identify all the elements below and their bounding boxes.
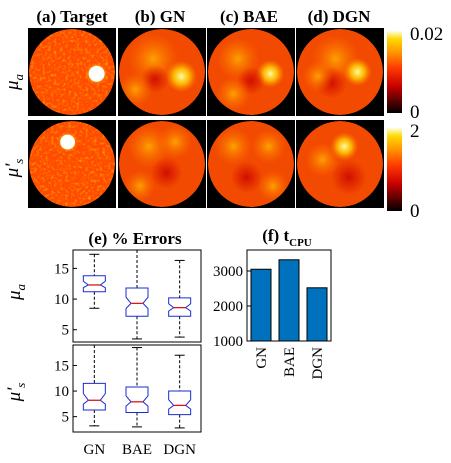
notched-box	[125, 287, 149, 317]
box-bae	[125, 347, 149, 428]
y-tick-label: 5	[62, 323, 70, 339]
notched-box	[168, 297, 192, 317]
errors-title: (e) % Errors	[88, 229, 182, 248]
box-dgn	[168, 259, 192, 338]
y-tick-label: 2000	[213, 299, 243, 315]
svg-text:μ's: μ's	[2, 159, 26, 179]
boxplot-mua-axes: 5 10 15	[54, 249, 202, 343]
svg-text:μa: μa	[2, 73, 26, 91]
x-tick-label: BAE	[282, 347, 298, 377]
notched-box	[168, 390, 192, 416]
image-cell-r2-c2	[118, 120, 206, 208]
panel-title-c: (c) BAE	[220, 7, 278, 26]
image-cell-r1-c4	[296, 28, 384, 116]
row-label-musp: μ's	[2, 159, 26, 179]
panel-title-d: (d) DGN	[308, 7, 372, 26]
x-tick-label: BAE	[122, 442, 152, 458]
x-tick-label: DGN	[163, 442, 196, 458]
bar-dgn	[306, 287, 328, 342]
svg-text:μa: μa	[4, 283, 28, 301]
notched-box	[125, 386, 149, 414]
boxplot-label-mua: μa	[4, 283, 28, 301]
y-tick-label: 3000	[213, 264, 243, 280]
notched-box	[82, 382, 106, 411]
x-tick-label: GN	[254, 347, 270, 369]
tcpu-title: (f) tCPU	[262, 226, 312, 249]
image-cell-r2-c1	[28, 120, 116, 208]
image-cell-r1-c1	[28, 28, 116, 116]
image-cell-r1-c3	[207, 28, 295, 116]
x-tick-label: GN	[83, 442, 105, 458]
colorbar-mua-max-label: 0.02	[410, 24, 443, 45]
y-tick-label: 10	[54, 292, 69, 308]
box-bae	[125, 249, 149, 340]
colorbar-mua-min-label: 0	[410, 102, 420, 123]
box-gn	[82, 253, 106, 309]
y-tick-label: 5	[62, 410, 70, 426]
y-tick-label: 10	[54, 384, 69, 400]
svg-text:μ's: μ's	[4, 383, 28, 403]
image-cell-r2-c4	[296, 120, 384, 208]
box-axes-frame	[72, 344, 202, 433]
reconstruction-image-grid	[28, 28, 384, 208]
box-dgn	[168, 354, 192, 429]
boxplot-label-musp: μ's	[4, 383, 28, 403]
bar-gn	[250, 268, 272, 342]
tcpu-bar-axes: 1000 2000 3000 GN BAE DGN	[213, 249, 332, 380]
x-tick-label: DGN	[310, 347, 326, 380]
colorbar-musp-min-label: 0	[410, 201, 420, 222]
colorbar-mua	[387, 31, 402, 113]
image-cell-r2-c3	[207, 120, 295, 208]
y-tick-label: 15	[54, 358, 69, 374]
panel-title-b: (b) GN	[135, 7, 186, 26]
box-gn	[82, 344, 106, 427]
colorbar-musp	[387, 128, 402, 211]
notched-box	[82, 275, 106, 293]
boxplot-musp-axes: 5 10 15 GN BAE DGN	[54, 344, 202, 458]
y-tick-label: 1000	[213, 334, 243, 350]
bar-bae	[278, 259, 300, 342]
panel-title-a: (a) Target	[36, 7, 108, 26]
row-label-mua: μa	[2, 73, 26, 91]
colorbar-musp-max-label: 2	[410, 121, 420, 142]
y-tick-label: 15	[54, 261, 69, 277]
image-cell-r1-c2	[118, 28, 206, 116]
